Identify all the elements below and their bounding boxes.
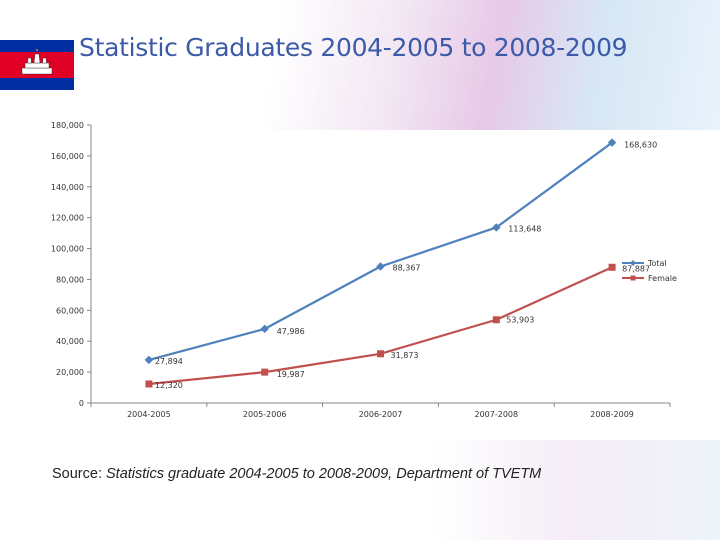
x-tick-label: 2007-2008 (474, 410, 518, 419)
y-tick-label: 40,000 (56, 337, 84, 346)
series-lines: 27,894 47,986 88,367 113,648 168,630 12,320 19… (144, 138, 657, 390)
legend-label-total: Total (647, 259, 667, 268)
x-tick-label: 2008-2009 (590, 410, 634, 419)
data-point-total (376, 262, 385, 271)
y-axis: 0 20,000 40,000 60,000 80,000 100,000 120,000 1… (51, 121, 92, 408)
y-tick-label: 120,000 (51, 214, 84, 223)
y-tick-label: 80,000 (56, 275, 84, 284)
data-label-total: 168,630 (624, 141, 657, 150)
y-tick-label: 160,000 (51, 152, 84, 161)
y-tick-label: 140,000 (51, 183, 84, 192)
y-tick-label: 100,000 (51, 245, 84, 254)
data-point-female (377, 350, 384, 358)
data-point-total (144, 355, 154, 365)
data-label-total: 88,367 (393, 264, 421, 273)
x-axis: 2004-2005 2005-2006 2006-2007 2007-2008 2008… (90, 402, 671, 419)
source-prefix: Source: (52, 466, 102, 482)
data-label-female: 31,873 (391, 351, 419, 360)
x-tick-label: 2006-2007 (359, 410, 403, 419)
cambodia-flag-icon (0, 40, 74, 90)
x-tick-label: 2004-2005 (127, 410, 171, 419)
data-point-total (491, 223, 501, 232)
source-note: Source: Statistics graduate 2004-2005 to… (52, 466, 541, 482)
data-label-total: 113,648 (508, 224, 541, 233)
legend-label-female: Female (648, 274, 677, 283)
data-label-total: 47,986 (277, 327, 305, 336)
data-label-total: 27,894 (155, 357, 183, 366)
data-label-female: 53,903 (506, 316, 534, 325)
data-point-female (261, 368, 269, 376)
data-label-female: 87,887 (622, 264, 650, 273)
y-tick-label: 0 (79, 399, 84, 408)
data-point-female (145, 380, 153, 388)
series-line-total (148, 141, 613, 361)
x-tick-label: 2005-2006 (243, 410, 287, 419)
data-label-female: 12,320 (155, 381, 183, 390)
data-point-female (492, 316, 500, 324)
source-text: Statistics graduate 2004-2005 to 2008-20… (106, 466, 542, 482)
legend-marker-total (630, 260, 636, 266)
data-label-female: 19,987 (277, 370, 305, 379)
header-background (0, 0, 720, 130)
y-tick-label: 60,000 (56, 306, 84, 315)
legend: Total Female (622, 259, 677, 283)
y-tick-label: 180,000 (51, 121, 84, 130)
y-tick-label: 20,000 (56, 368, 84, 377)
series-line-female (148, 266, 613, 386)
data-point-female (608, 263, 616, 271)
legend-marker-female (630, 275, 636, 281)
footer-background (0, 440, 720, 540)
data-point-total (260, 324, 270, 334)
page-title: Statistic Graduates 2004-2005 to 2008-20… (79, 33, 628, 62)
line-chart: 0 20,000 40,000 60,000 80,000 100,000 120,000 1… (51, 121, 677, 419)
data-point-total (607, 138, 617, 147)
